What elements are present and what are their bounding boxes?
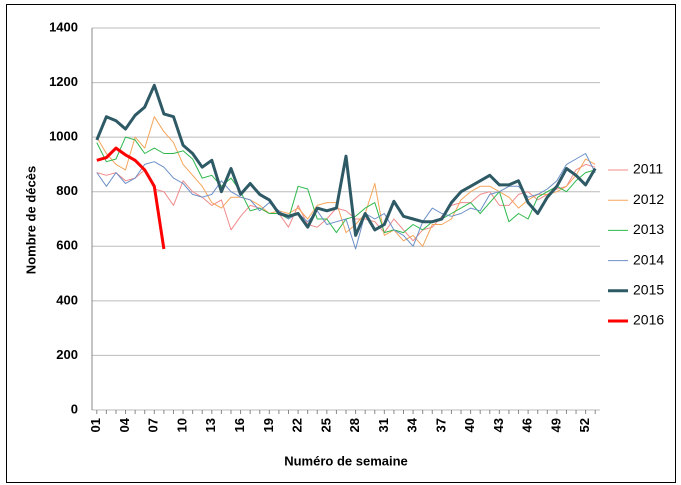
x-tick-label: 13	[203, 418, 218, 432]
series-line	[96, 163, 596, 242]
x-tick-label: 49	[548, 418, 563, 432]
y-tick-label: 600	[56, 238, 78, 253]
legend-label: 2015	[633, 282, 664, 298]
y-tick-label: 1400	[49, 19, 78, 34]
legend-label: 2011	[633, 161, 663, 177]
y-tick-label: 200	[56, 347, 78, 362]
x-tick-label: 52	[577, 418, 592, 432]
x-tick-label: 01	[88, 418, 103, 432]
x-tick-label: 07	[146, 418, 161, 432]
x-tick-label: 37	[433, 418, 448, 432]
legend-label: 2012	[633, 191, 664, 207]
y-tick-label: 1200	[49, 74, 78, 89]
y-tick-label: 400	[56, 292, 78, 307]
series-line	[95, 83, 597, 237]
x-tick-label: 16	[232, 418, 247, 432]
x-tick-label: 28	[347, 418, 362, 432]
legend-label: 2016	[633, 312, 664, 328]
series-line	[96, 153, 596, 250]
legend-label: 2013	[633, 221, 664, 237]
x-tick-label: 04	[117, 417, 132, 432]
y-tick-label: 800	[56, 183, 78, 198]
x-tick-label: 10	[174, 418, 189, 432]
x-tick-label: 22	[290, 418, 305, 432]
x-axis-title: Numéro de semaine	[284, 453, 408, 468]
y-tick-label: 1000	[49, 129, 78, 144]
x-tick-label: 34	[405, 417, 420, 432]
y-tick-label: 0	[71, 401, 78, 416]
x-tick-label: 25	[318, 418, 333, 432]
x-tick-label: 40	[462, 418, 477, 432]
y-axis-title: Nombre de décès	[23, 166, 38, 274]
frame	[6, 4, 676, 483]
x-tick-label: 31	[376, 418, 391, 432]
series-line	[96, 116, 596, 247]
legend-label: 2014	[633, 251, 664, 267]
x-tick-label: 46	[520, 418, 535, 432]
x-tick-label: 43	[491, 418, 506, 432]
series-line	[96, 146, 166, 250]
x-tick-label: 19	[261, 418, 276, 432]
